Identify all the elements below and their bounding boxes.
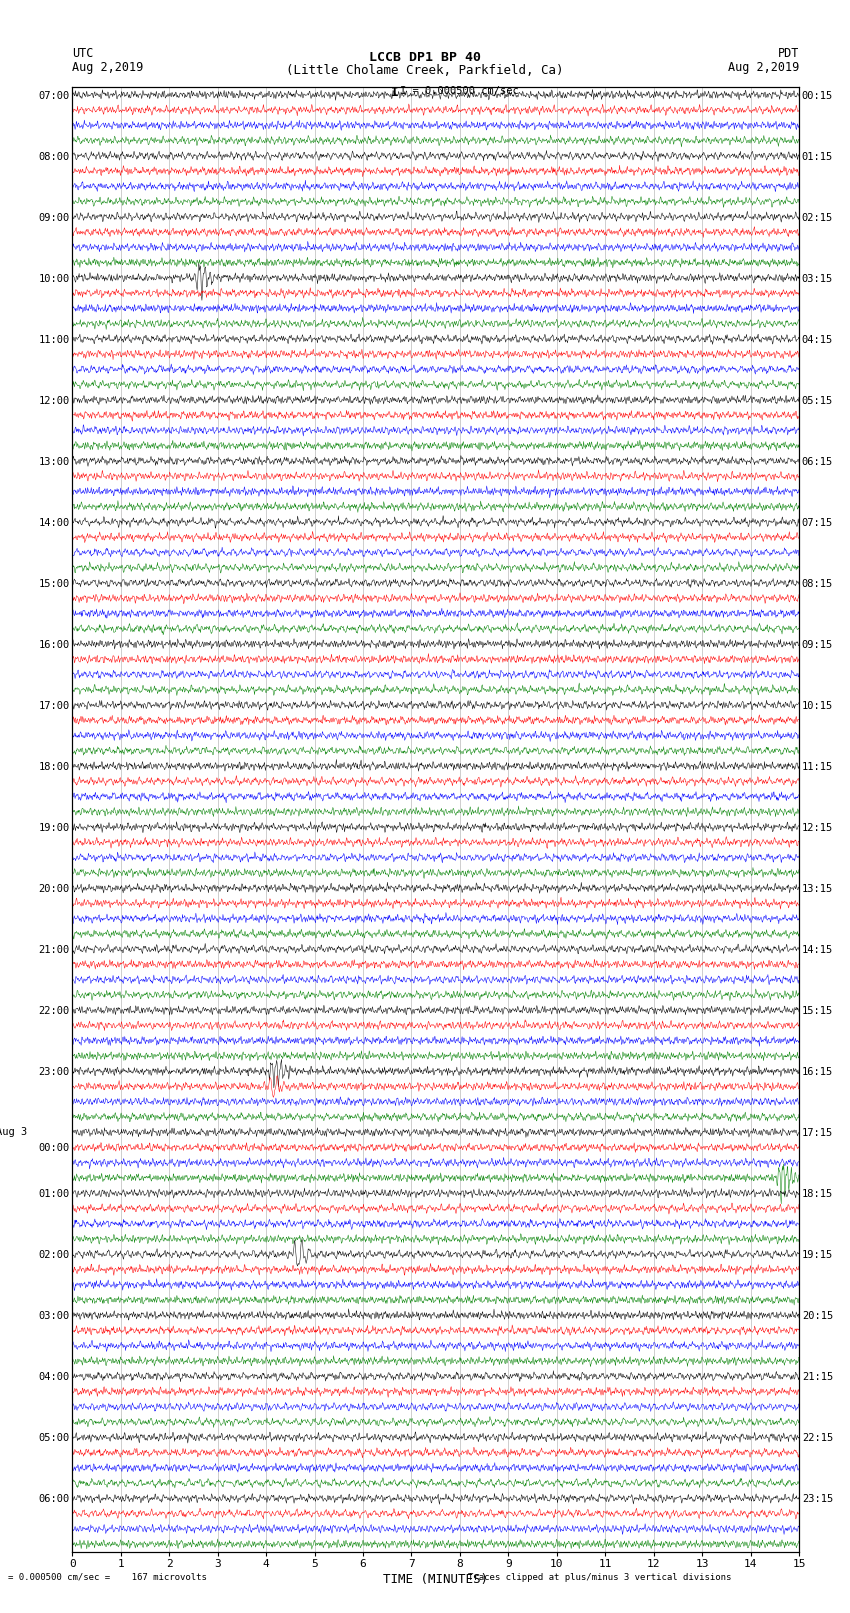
Text: I: I xyxy=(392,85,399,100)
Text: I = 0.000500 cm/sec: I = 0.000500 cm/sec xyxy=(400,85,518,97)
Text: UTC: UTC xyxy=(72,47,94,60)
Text: PDT: PDT xyxy=(778,47,799,60)
Text: (Little Cholame Creek, Parkfield, Ca): (Little Cholame Creek, Parkfield, Ca) xyxy=(286,65,564,77)
Text: LCCB DP1 BP 40: LCCB DP1 BP 40 xyxy=(369,50,481,65)
Text: = 0.000500 cm/sec =    167 microvolts: = 0.000500 cm/sec = 167 microvolts xyxy=(8,1573,207,1582)
Text: Traces clipped at plus/minus 3 vertical divisions: Traces clipped at plus/minus 3 vertical … xyxy=(468,1573,731,1582)
Text: Aug 2,2019: Aug 2,2019 xyxy=(72,61,144,74)
Text: Aug 3: Aug 3 xyxy=(0,1127,27,1137)
Text: Aug 2,2019: Aug 2,2019 xyxy=(728,61,799,74)
X-axis label: TIME (MINUTES): TIME (MINUTES) xyxy=(383,1573,488,1586)
